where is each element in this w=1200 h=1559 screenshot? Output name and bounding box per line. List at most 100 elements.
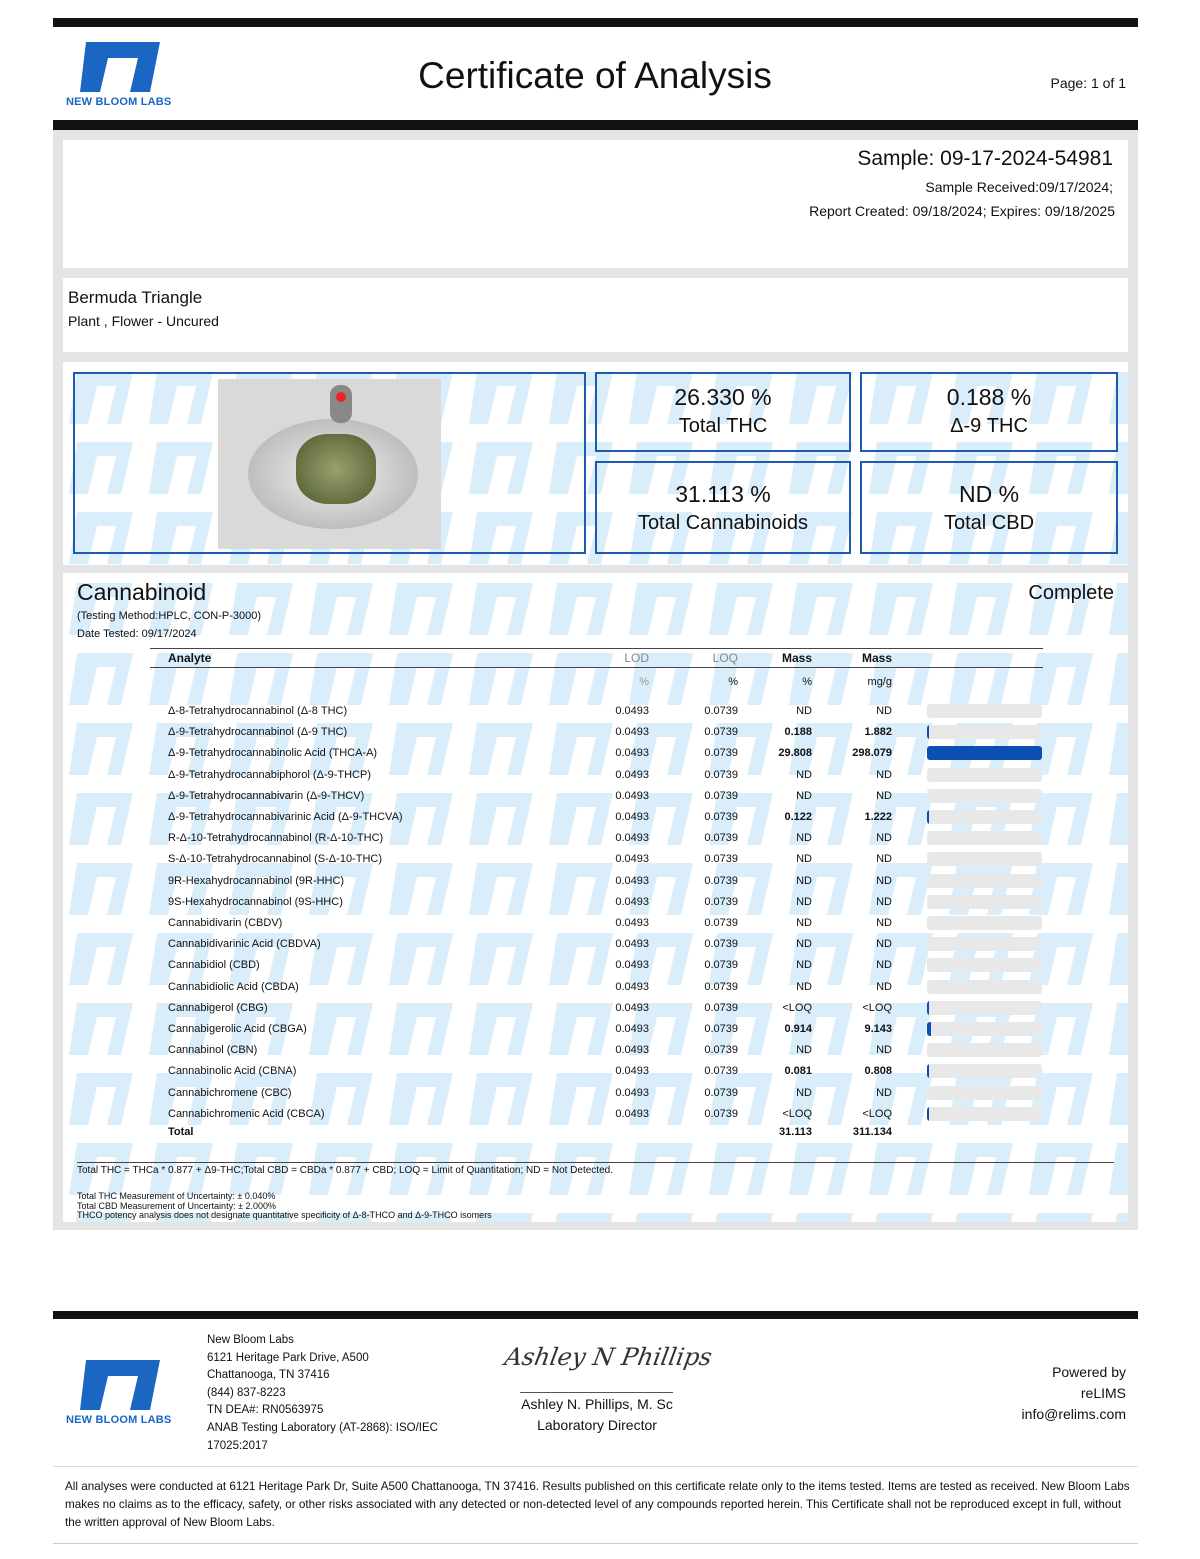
analyte-name: Δ-8-Tetrahydrocannabinol (Δ-8 THC) <box>168 705 348 717</box>
footer-rule <box>53 1311 1138 1319</box>
product-name: Bermuda Triangle <box>68 288 203 307</box>
mass-mg-value: ND <box>876 705 892 717</box>
mass-bar-fill <box>927 1022 931 1036</box>
product-type: Plant , Flower - Uncured <box>68 313 219 329</box>
mass-bar <box>927 1106 1042 1121</box>
mass-pct-value: 0.188 <box>784 726 812 739</box>
mass-bar <box>927 1000 1042 1015</box>
mass-mg-value: <LOQ <box>862 1107 892 1120</box>
mass-pct-value: ND <box>796 789 812 802</box>
mass-pct-value: 0.914 <box>784 1023 812 1035</box>
mass-pct-value: ND <box>796 705 812 717</box>
mass-pct-value: ND <box>796 853 812 866</box>
mass-pct-value: 29.808 <box>778 747 812 760</box>
analyte-name: Δ-9-Tetrahydrocannabinol (Δ-9 THC) <box>168 726 348 739</box>
mass-bar <box>927 916 1042 930</box>
signature: Ashley N Phillips <box>502 1343 715 1371</box>
analyte-name: Cannabidivarinic Acid (CBDVA) <box>168 938 321 951</box>
stat-label: Δ-9 THC <box>950 415 1028 437</box>
mass-bar-fill <box>927 1106 929 1121</box>
table-row: Cannabichromenic Acid (CBCA) 0.0493 0.07… <box>168 1106 1048 1129</box>
mass-bar <box>927 1064 1042 1079</box>
mass-bar-fill <box>927 725 929 740</box>
address-line: TN DEA#: RN0563975 <box>207 1404 324 1417</box>
note-uncertainty: Total THC Measurement of Uncertainty: ± … <box>77 1191 492 1221</box>
unit-lod: % <box>639 676 649 688</box>
analyte-name: Cannabichromene (CBC) <box>168 1086 292 1099</box>
stat-value: 31.113 % <box>675 481 771 507</box>
stat-total-cbd: ND % Total CBD <box>860 461 1118 554</box>
powered-by-vendor: reLIMS <box>1080 1385 1126 1401</box>
mass-mg-value: ND <box>876 768 892 781</box>
unit-loq: % <box>728 676 738 688</box>
analyte-name: Cannabidivarin (CBDV) <box>168 917 283 929</box>
analyte-name: Cannabidiolic Acid (CBDA) <box>168 980 299 993</box>
top-rule <box>53 18 1138 27</box>
lod-value: 0.0493 <box>615 917 649 929</box>
lod-value: 0.0493 <box>615 895 649 908</box>
mass-mg-value: 1.222 <box>864 811 892 823</box>
address-line: New Bloom Labs <box>207 1334 294 1346</box>
mass-mg-value: ND <box>876 980 892 993</box>
powered-by-label: Powered by <box>1052 1364 1126 1380</box>
lod-value: 0.0493 <box>615 874 649 887</box>
lod-value: 0.0493 <box>615 959 649 972</box>
lod-value: 0.0493 <box>615 1044 649 1057</box>
loq-value: 0.0739 <box>704 1065 738 1078</box>
mass-mg-value: ND <box>876 895 892 908</box>
section-title: Cannabinoid <box>77 579 207 605</box>
loq-value: 0.0739 <box>704 895 738 908</box>
mass-mg-value: ND <box>876 832 892 845</box>
col-loq: LOQ <box>712 651 738 665</box>
col-lod: LOD <box>624 651 649 665</box>
powered-by-email[interactable]: info@relims.com <box>1021 1406 1126 1422</box>
loq-value: 0.0739 <box>704 917 738 929</box>
address-line: 6121 Heritage Park Drive, A500 <box>207 1351 369 1364</box>
loq-value: 0.0739 <box>704 705 738 717</box>
logo-icon <box>80 42 160 92</box>
mass-mg-value: <LOQ <box>862 1001 892 1014</box>
analyte-name: Cannabichromenic Acid (CBCA) <box>168 1107 325 1120</box>
mass-bar-fill <box>927 810 929 824</box>
mass-pct-value: ND <box>796 959 812 972</box>
mass-pct-value: <LOQ <box>782 1001 812 1014</box>
mass-bar <box>927 852 1042 867</box>
table-row: Cannabinolic Acid (CBNA) 0.0493 0.0739 0… <box>168 1064 1048 1086</box>
total-row: Total 31.113 311.134 <box>168 1126 1048 1147</box>
address-line: 17025:2017 <box>207 1439 268 1452</box>
lod-value: 0.0493 <box>615 747 649 760</box>
powered-by: Powered by reLIMS info@relims.com <box>1022 1362 1126 1425</box>
mass-bar <box>927 873 1042 888</box>
loq-value: 0.0739 <box>704 980 738 993</box>
mass-mg-value: ND <box>876 853 892 866</box>
analyte-name: Cannabinolic Acid (CBNA) <box>168 1065 297 1078</box>
lod-value: 0.0493 <box>615 1065 649 1078</box>
mass-bar <box>927 937 1042 952</box>
stat-total-thc: 26.330 % Total THC <box>595 372 851 452</box>
table-row: R-Δ-10-Tetrahydrocannabinol (R-Δ-10-THC)… <box>168 831 1048 853</box>
col-analyte: Analyte <box>168 651 212 665</box>
report-dates: Report Created: 09/18/2024; Expires: 09/… <box>809 203 1115 219</box>
lod-value: 0.0493 <box>615 1001 649 1014</box>
table-row: Cannabidivarin (CBDV) 0.0493 0.0739 ND N… <box>168 916 1048 938</box>
table-row: Δ-9-Tetrahydrocannabinolic Acid (THCA-A)… <box>168 746 1048 768</box>
analyte-name: Δ-9-Tetrahydrocannabiphorol (Δ-9-THCP) <box>168 768 371 781</box>
table-row: Δ-8-Tetrahydrocannabinol (Δ-8 THC) 0.049… <box>168 704 1048 726</box>
signer-title: Laboratory Director <box>537 1417 657 1433</box>
page-title: Certificate of Analysis <box>418 55 772 96</box>
lod-value: 0.0493 <box>615 1023 649 1035</box>
mass-bar <box>927 1022 1042 1036</box>
mass-bar <box>927 894 1042 909</box>
product-box: Bermuda Triangle Plant , Flower - Uncure… <box>63 278 1128 352</box>
table-rule-bottom <box>77 1162 1114 1163</box>
units-row: % % % mg/g <box>168 676 1048 697</box>
lod-value: 0.0493 <box>615 768 649 781</box>
table-row: Δ-9-Tetrahydrocannabinol (Δ-9 THC) 0.049… <box>168 725 1048 747</box>
mass-bar <box>927 958 1042 973</box>
loq-value: 0.0739 <box>704 832 738 845</box>
mass-bar-fill <box>927 746 1042 761</box>
footer-rule-thin <box>53 1466 1138 1467</box>
table-row: Cannabigerol (CBG) 0.0493 0.0739 <LOQ <L… <box>168 1000 1048 1023</box>
lod-value: 0.0493 <box>615 811 649 823</box>
table-row: Cannabichromene (CBC) 0.0493 0.0739 ND N… <box>168 1085 1048 1108</box>
